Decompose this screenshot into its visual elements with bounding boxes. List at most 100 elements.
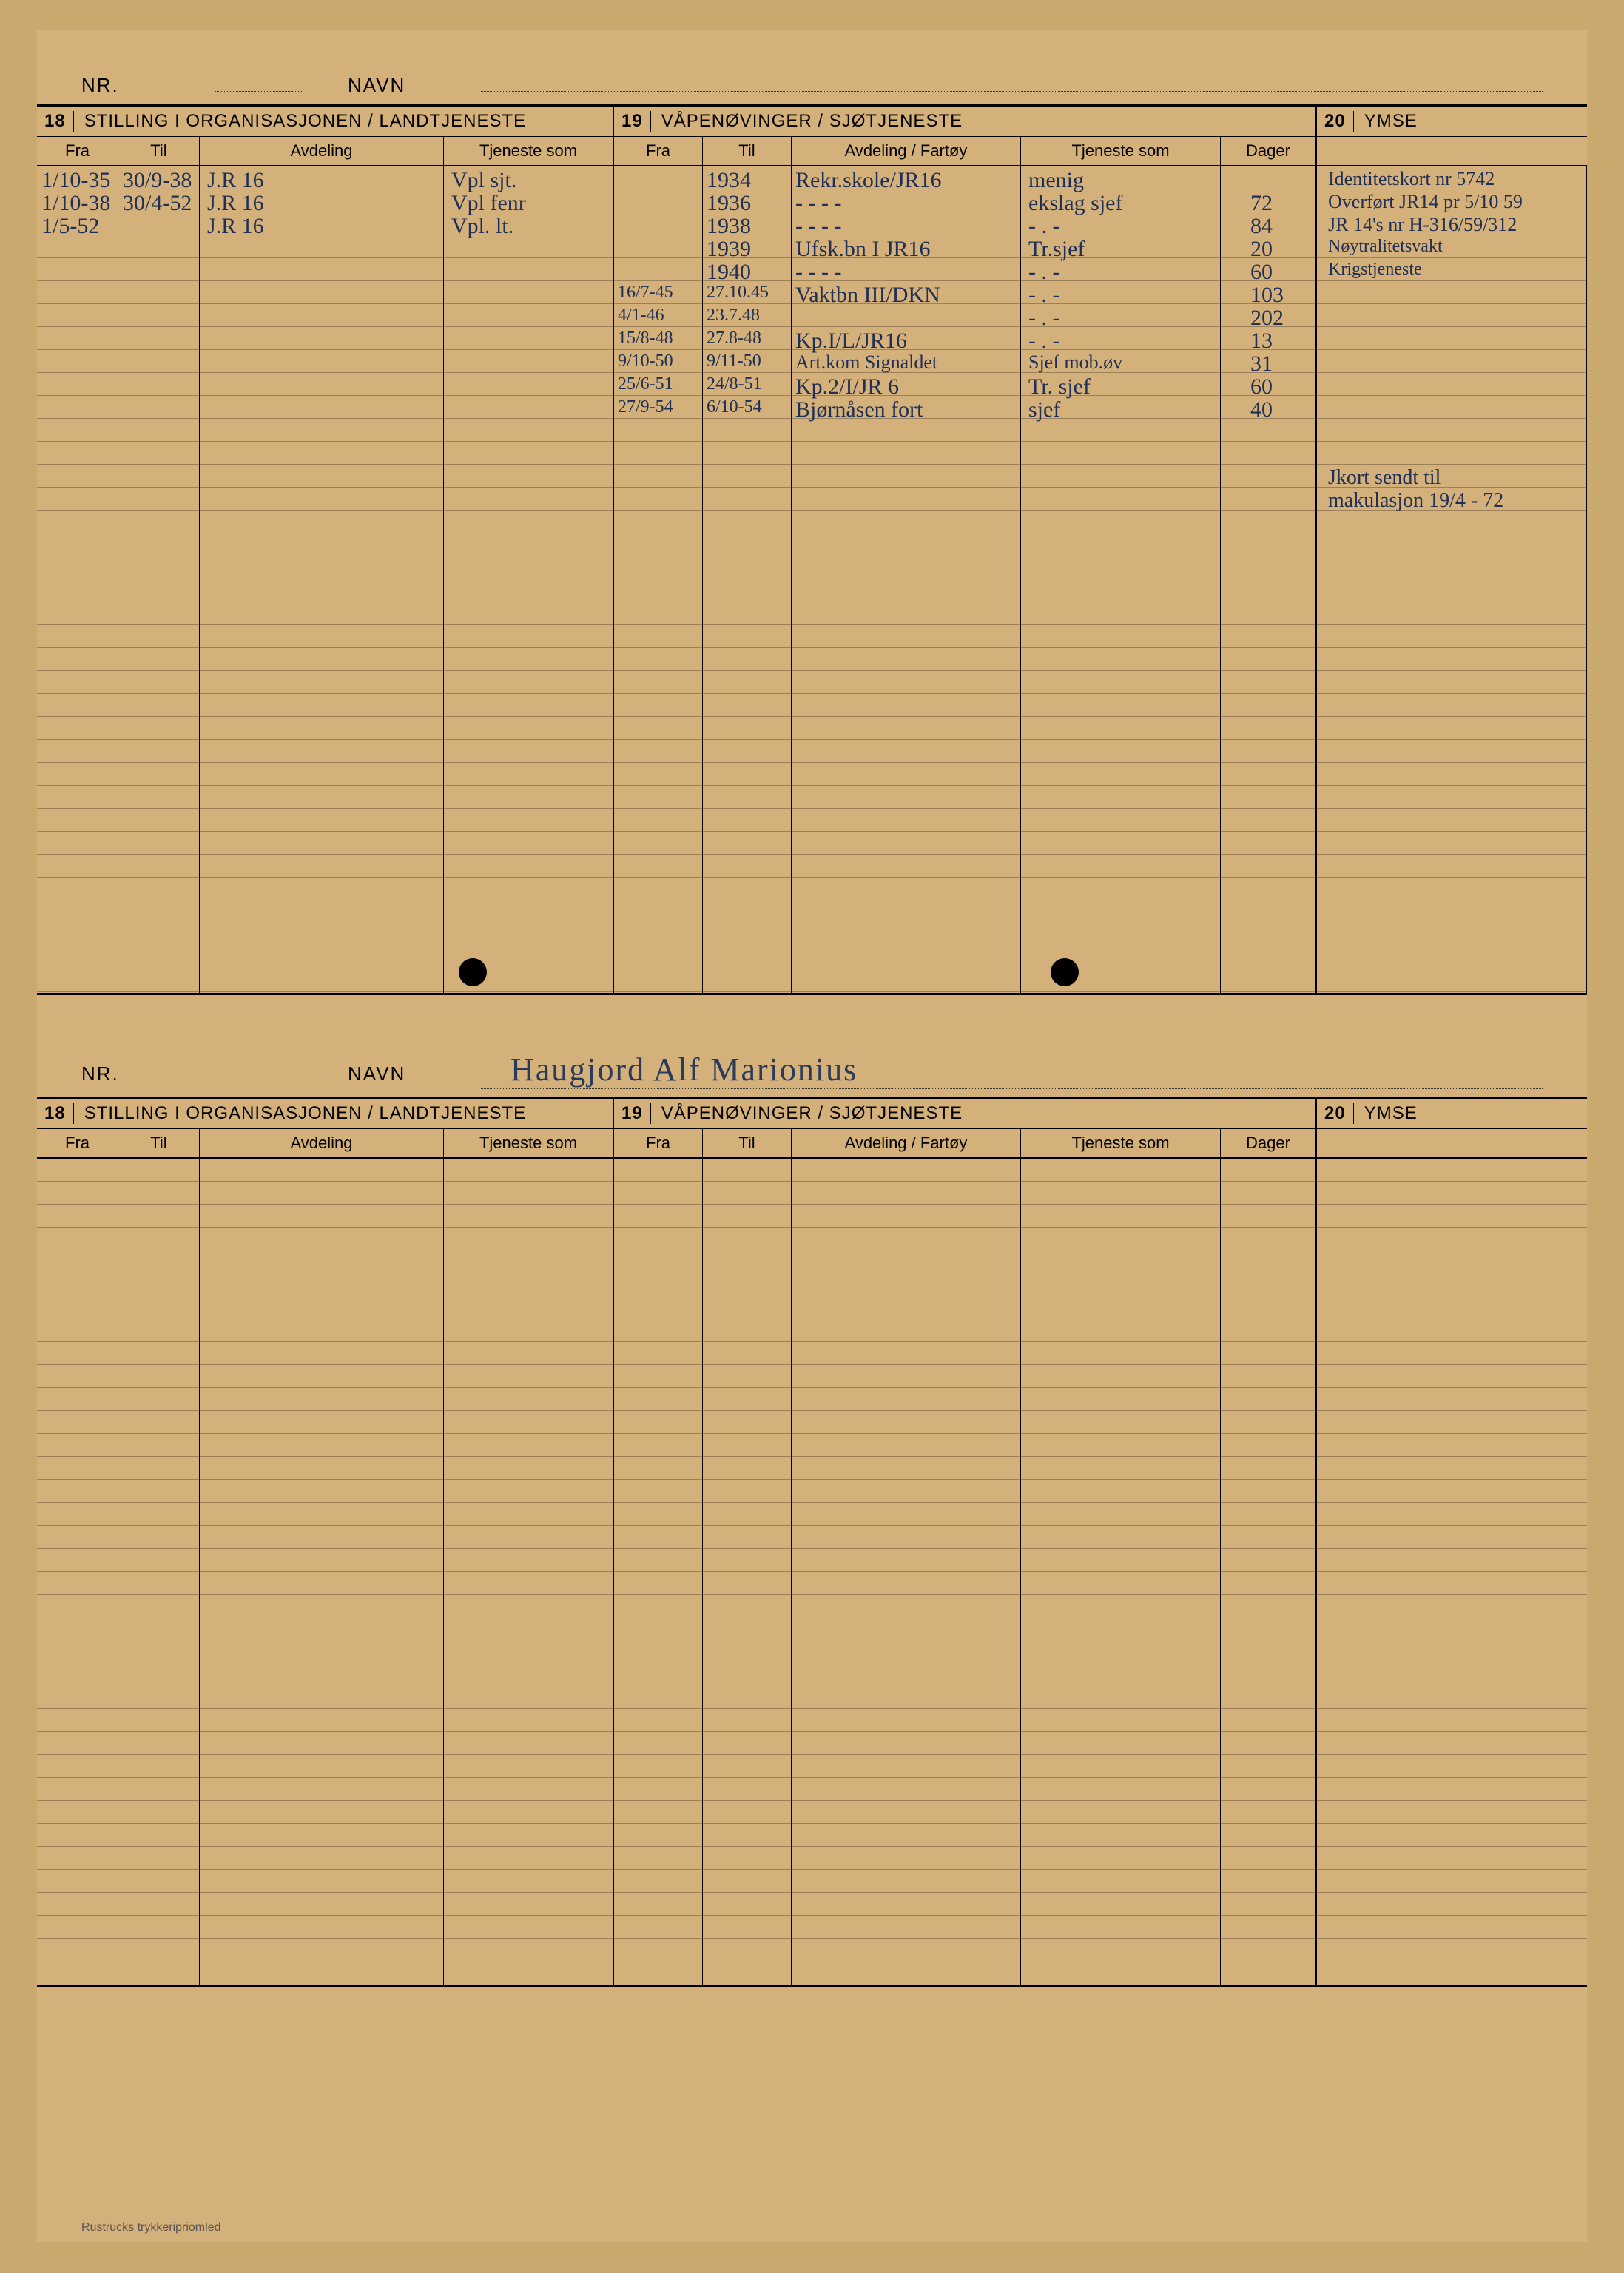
col-fra-19: Fra	[614, 137, 703, 165]
sec19-title: VÅPENØVINGER / SJØTJENESTE	[661, 111, 963, 132]
col-body-ymse	[1317, 166, 1587, 993]
hw-cell: J.R 16	[207, 191, 264, 216]
hw-cell: Kp.2/I/JR 6	[795, 374, 899, 400]
hw-cell: sjef	[1028, 397, 1060, 422]
grid-body-2	[37, 1159, 1587, 1987]
col-body	[792, 1159, 1021, 1985]
col-til-19: Til	[703, 1129, 792, 1157]
col-dager-19: Dager	[1221, 137, 1317, 165]
hw-cell: 1939	[707, 237, 751, 262]
hw-cell: 103	[1250, 283, 1284, 308]
hw-cell: Kp.I/L/JR16	[795, 329, 907, 354]
col-body	[1221, 1159, 1317, 1985]
col-body	[200, 1159, 444, 1985]
ymse-line: JR 14's nr H-316/59/312	[1328, 214, 1517, 236]
hw-cell: 24/8-51	[707, 374, 762, 394]
sec19-num: 19	[621, 111, 651, 132]
hw-cell: 27/9-54	[618, 397, 673, 417]
navn-label: NAVN	[348, 74, 481, 97]
col-body	[444, 1159, 614, 1985]
hw-cell: Vpl fenr	[451, 191, 526, 216]
hw-cell: Tr.sjef	[1028, 237, 1085, 262]
col-tjeneste-19: Tjeneste som	[1021, 1129, 1221, 1157]
hw-cell: 23.7.48	[707, 306, 760, 326]
col-avdeling-18: Avdeling	[200, 1129, 444, 1157]
sec20-num: 20	[1324, 1103, 1354, 1124]
col-fra-19: Fra	[614, 1129, 703, 1157]
hw-cell: 1/10-38	[41, 191, 110, 216]
hw-cell: 1938	[707, 214, 751, 239]
header-row: NR. NAVN	[37, 74, 1587, 104]
sec19-num: 19	[621, 1103, 651, 1124]
page: NR. NAVN 18 STILLING I ORGANISASJONEN / …	[37, 30, 1587, 2242]
sec20-title: YMSE	[1364, 1103, 1418, 1124]
hw-cell: 25/6-51	[618, 374, 673, 394]
hw-cell: 27.10.45	[707, 283, 769, 303]
hw-cell: 6/10-54	[707, 397, 762, 417]
section-titles: 18 STILLING I ORGANISASJONEN / LANDTJENE…	[37, 104, 1587, 137]
col-avdeling-19: Avdeling / Fartøy	[792, 1129, 1021, 1157]
hw-cell: 30/4-52	[123, 191, 192, 216]
sec20-title: YMSE	[1364, 111, 1418, 132]
section-20-title: 20 YMSE	[1317, 1099, 1587, 1128]
sec18-title: STILLING I ORGANISASJONEN / LANDTJENESTE	[84, 1103, 526, 1124]
record-card-2: NR. NAVN Haugjord Alf Marionius 18 STILL…	[37, 1051, 1587, 1983]
hw-cell: Vpl. lt.	[451, 214, 513, 239]
col-tjeneste-18: Tjeneste som	[444, 1129, 614, 1157]
hw-cell: 16/7-45	[618, 283, 673, 303]
navn-value: Haugjord Alf Marionius	[481, 1051, 1543, 1089]
hw-cell: Vpl sjt.	[451, 168, 516, 193]
column-headers: Fra Til Avdeling Tjeneste som Fra Til Av…	[37, 1129, 1587, 1159]
hw-cell: 84	[1250, 214, 1273, 239]
column-headers: Fra Til Avdeling Tjeneste som Fra Til Av…	[37, 137, 1587, 166]
hw-cell: 72	[1250, 191, 1273, 216]
ymse-line: makulasjon 19/4 - 72	[1328, 489, 1503, 513]
hw-cell: menig	[1028, 168, 1084, 193]
col-body-til18	[118, 166, 200, 993]
col-ymse	[1317, 137, 1587, 165]
col-body-fra18	[37, 166, 118, 993]
hw-cell: Rekr.skole/JR16	[795, 168, 942, 193]
binder-hole	[1051, 958, 1079, 986]
hw-cell: 20	[1250, 237, 1273, 262]
sec18-title: STILLING I ORGANISASJONEN / LANDTJENESTE	[84, 111, 526, 132]
col-tjeneste-19: Tjeneste som	[1021, 137, 1221, 165]
binder-hole	[459, 958, 487, 986]
hw-cell: J.R 16	[207, 168, 264, 193]
hw-cell: 13	[1250, 329, 1273, 354]
hw-cell: 9/11-50	[707, 351, 761, 371]
col-body	[1317, 1159, 1587, 1985]
hw-cell: 1/5-52	[41, 214, 99, 239]
section-18-title: 18 STILLING I ORGANISASJONEN / LANDTJENE…	[37, 1099, 614, 1128]
hw-cell: Bjørnåsen fort	[795, 397, 923, 422]
col-body	[1021, 1159, 1221, 1985]
hw-cell: 40	[1250, 397, 1273, 422]
col-avdeling-18: Avdeling	[200, 137, 444, 165]
hw-cell: 15/8-48	[618, 329, 673, 348]
hw-cell: - - - -	[795, 214, 841, 239]
sec19-title: VÅPENØVINGER / SJØTJENESTE	[661, 1103, 963, 1124]
col-fra-18: Fra	[37, 1129, 118, 1157]
col-body	[614, 1159, 703, 1985]
hw-cell: 27.8-48	[707, 329, 761, 348]
hw-cell: - . -	[1028, 260, 1059, 285]
col-til-18: Til	[118, 1129, 200, 1157]
hw-cell: - . -	[1028, 306, 1059, 331]
hw-cell: 60	[1250, 374, 1273, 400]
hw-cell: - . -	[1028, 214, 1059, 239]
section-18-title: 18 STILLING I ORGANISASJONEN / LANDTJENE…	[37, 107, 614, 136]
ymse-line: Krigstjeneste	[1328, 260, 1422, 280]
hw-cell: 60	[1250, 260, 1273, 285]
record-card-1: NR. NAVN 18 STILLING I ORGANISASJONEN / …	[37, 74, 1587, 1006]
ymse-line: Nøytralitetsvakt	[1328, 237, 1443, 257]
col-ymse	[1317, 1129, 1587, 1157]
col-til-19: Til	[703, 137, 792, 165]
col-body-avd18	[200, 166, 444, 993]
navn-value	[481, 91, 1543, 92]
section-20-title: 20 YMSE	[1317, 107, 1587, 136]
hw-cell: - - - -	[795, 191, 841, 216]
section-19-title: 19 VÅPENØVINGER / SJØTJENESTE	[614, 107, 1317, 136]
col-dager-19: Dager	[1221, 1129, 1317, 1157]
sec20-num: 20	[1324, 111, 1354, 132]
col-til-18: Til	[118, 137, 200, 165]
